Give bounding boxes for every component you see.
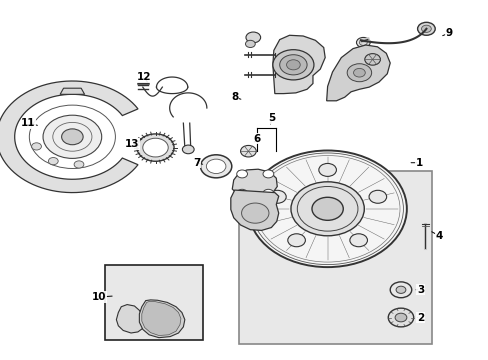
Text: 6: 6 bbox=[253, 134, 260, 144]
Polygon shape bbox=[60, 88, 84, 94]
Circle shape bbox=[272, 50, 313, 80]
Bar bbox=[238, 171, 431, 344]
Circle shape bbox=[346, 64, 371, 82]
Circle shape bbox=[290, 182, 364, 236]
Polygon shape bbox=[272, 35, 325, 94]
Polygon shape bbox=[232, 169, 277, 197]
Circle shape bbox=[200, 155, 231, 178]
Circle shape bbox=[318, 163, 336, 176]
Polygon shape bbox=[139, 300, 184, 338]
Text: 11: 11 bbox=[21, 118, 36, 128]
Circle shape bbox=[241, 203, 268, 223]
Polygon shape bbox=[142, 301, 181, 336]
Polygon shape bbox=[230, 190, 278, 230]
Circle shape bbox=[32, 143, 41, 150]
Text: 4: 4 bbox=[434, 231, 442, 241]
Circle shape bbox=[236, 189, 247, 197]
Circle shape bbox=[248, 150, 406, 267]
Text: 12: 12 bbox=[137, 72, 151, 82]
Circle shape bbox=[395, 286, 405, 293]
Circle shape bbox=[48, 158, 58, 165]
Circle shape bbox=[206, 159, 225, 174]
Circle shape bbox=[356, 37, 369, 48]
Polygon shape bbox=[116, 305, 144, 333]
Circle shape bbox=[311, 197, 343, 220]
Circle shape bbox=[279, 55, 306, 75]
Circle shape bbox=[364, 54, 380, 65]
Circle shape bbox=[421, 25, 430, 32]
Circle shape bbox=[349, 234, 366, 247]
Circle shape bbox=[268, 190, 285, 203]
Text: 1: 1 bbox=[415, 158, 422, 168]
Circle shape bbox=[394, 313, 406, 322]
Text: 7: 7 bbox=[192, 158, 200, 168]
Text: 10: 10 bbox=[91, 292, 106, 302]
Text: 13: 13 bbox=[124, 139, 139, 149]
Circle shape bbox=[74, 161, 84, 168]
Circle shape bbox=[368, 190, 386, 203]
Circle shape bbox=[389, 282, 411, 298]
Circle shape bbox=[245, 32, 260, 43]
Circle shape bbox=[387, 308, 413, 327]
Circle shape bbox=[43, 115, 102, 158]
Text: 9: 9 bbox=[445, 28, 451, 38]
Circle shape bbox=[417, 22, 434, 35]
Polygon shape bbox=[326, 45, 389, 101]
Circle shape bbox=[286, 60, 300, 70]
Circle shape bbox=[236, 170, 247, 178]
Text: 8: 8 bbox=[231, 92, 238, 102]
Circle shape bbox=[182, 145, 194, 154]
Text: 2: 2 bbox=[416, 312, 423, 323]
Circle shape bbox=[137, 134, 174, 161]
Circle shape bbox=[263, 189, 273, 197]
Text: 3: 3 bbox=[416, 285, 423, 295]
Circle shape bbox=[263, 170, 273, 178]
Circle shape bbox=[61, 129, 83, 145]
Circle shape bbox=[287, 234, 305, 247]
Circle shape bbox=[240, 145, 256, 157]
Polygon shape bbox=[0, 81, 138, 193]
Bar bbox=[105, 265, 203, 340]
Text: 5: 5 bbox=[268, 113, 275, 123]
Circle shape bbox=[245, 40, 255, 48]
Circle shape bbox=[142, 138, 168, 157]
Circle shape bbox=[353, 68, 365, 77]
